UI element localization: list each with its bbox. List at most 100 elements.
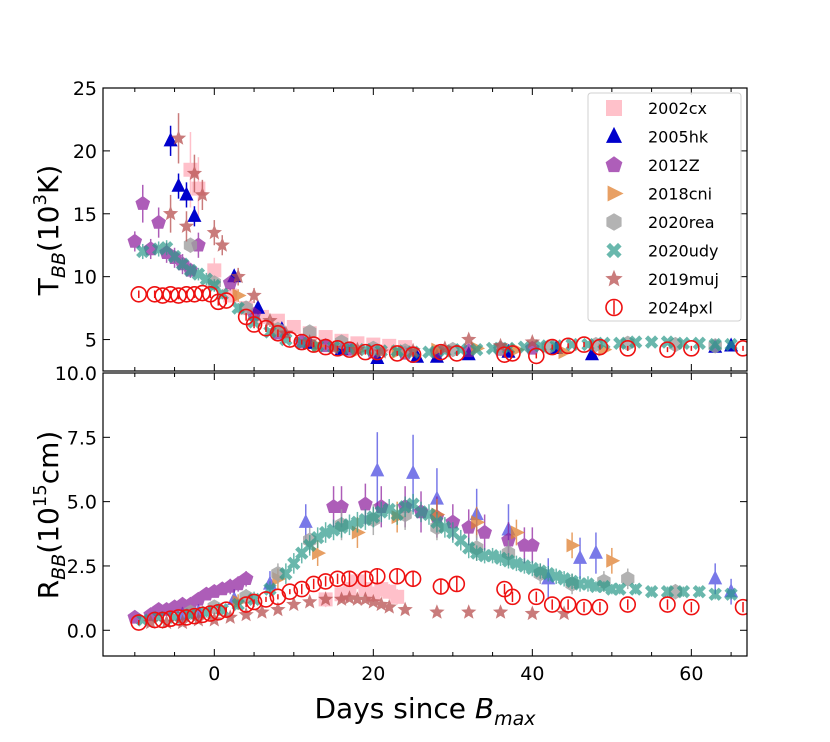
radius-point-2020udy bbox=[525, 561, 539, 576]
radius-series-2019muj bbox=[143, 590, 572, 630]
temperature-point-2024pxl bbox=[217, 292, 235, 309]
radius-point-2019muj bbox=[318, 591, 334, 606]
radius-point-2019muj bbox=[373, 596, 389, 612]
radius-point-2024pxl bbox=[281, 583, 299, 600]
radius-point-2020udy bbox=[414, 505, 428, 519]
temperature-point-2019muj bbox=[186, 165, 203, 180]
temperature-point-2020udy bbox=[517, 340, 532, 354]
legend-marker-2020rea bbox=[606, 213, 622, 231]
temperature-point-2024pxl bbox=[341, 341, 358, 358]
legend-label-2019muj: 2019muj bbox=[648, 270, 719, 289]
radius-point-2020udy bbox=[708, 587, 722, 601]
radius-point-2019muj bbox=[357, 591, 373, 606]
temperature-point-2012Z bbox=[222, 275, 238, 290]
radius-point-2019muj bbox=[190, 611, 207, 627]
radius-point-2024pxl bbox=[388, 567, 406, 585]
temperature-point-2018cni bbox=[431, 342, 446, 357]
temperature-point-2024pxl bbox=[432, 343, 450, 361]
temperature-point-2020udy bbox=[136, 244, 150, 259]
radius-point-2020udy bbox=[509, 556, 524, 571]
radius-point-2024pxl bbox=[317, 573, 334, 590]
temperature-ytick-label: 25 bbox=[73, 78, 97, 100]
temperature-point-2024pxl bbox=[317, 338, 334, 356]
radius-point-2020udy bbox=[358, 512, 373, 527]
temperature-point-2024pxl bbox=[305, 336, 322, 353]
temperature-point-2020udy bbox=[470, 342, 484, 357]
radius-point-2020udy bbox=[660, 585, 675, 599]
temperature-point-2024pxl bbox=[245, 316, 263, 333]
radius-point-2020udy bbox=[493, 551, 508, 565]
radius-ytick-label: 5.0 bbox=[67, 492, 97, 514]
radius-point-2020udy bbox=[318, 525, 333, 540]
temperature-point-2005hk bbox=[179, 186, 194, 201]
temperature-panel: 5 10 15 20 25 TBB(103K) 2002cx 2005hk 2012Z 201… bbox=[30, 78, 748, 372]
radius-point-2019muj bbox=[302, 593, 318, 609]
radius-point-2019muj bbox=[174, 614, 191, 630]
temperature-point-2020udy bbox=[629, 335, 643, 349]
radius-point-2024pxl bbox=[559, 596, 577, 613]
radius-point-2012Z bbox=[525, 537, 540, 552]
radius-xtick-label: 60 bbox=[679, 663, 703, 685]
radius-point-2019muj bbox=[365, 593, 381, 609]
legend-label-2020rea: 2020rea bbox=[648, 213, 715, 232]
temperature-point-2005hk bbox=[187, 207, 202, 222]
radius-point-2005hk bbox=[573, 549, 588, 564]
legend-marker-2005hk bbox=[606, 126, 622, 143]
temperature-point-2005hk bbox=[171, 177, 186, 192]
radius-point-2020udy bbox=[597, 579, 611, 594]
temperature-point-2019muj bbox=[246, 287, 262, 302]
radius-point-2019muj bbox=[349, 591, 366, 606]
temperature-point-2024pxl bbox=[734, 340, 747, 357]
temperature-point-2012Z bbox=[127, 233, 143, 248]
legend-label-2012Z: 2012Z bbox=[648, 156, 700, 175]
temperature-point-2024pxl bbox=[257, 319, 275, 337]
radius-point-2018cni bbox=[471, 515, 486, 530]
temperature-point-2020udy bbox=[692, 336, 706, 350]
radius-point-2024pxl bbox=[683, 598, 700, 616]
radius-point-2019muj bbox=[286, 596, 302, 612]
radius-series-2020udy bbox=[136, 493, 738, 627]
temperature-point-2019muj bbox=[492, 337, 509, 353]
radius-point-2019muj bbox=[429, 604, 445, 619]
temperature-point-2020udy bbox=[644, 335, 659, 349]
radius-point-2024pxl bbox=[543, 596, 561, 613]
legend-marker-2024pxl bbox=[605, 298, 623, 317]
radius-point-2020udy bbox=[549, 569, 563, 583]
temperature-axes-frame bbox=[102, 87, 748, 372]
temperature-point-2024pxl bbox=[388, 345, 406, 362]
radius-point-2020udy bbox=[613, 582, 627, 596]
radius-xtick-label: 20 bbox=[361, 663, 385, 685]
radius-point-2019muj bbox=[556, 605, 572, 621]
radius-point-2024pxl bbox=[448, 575, 466, 593]
radius-point-2019muj bbox=[381, 599, 397, 614]
radius-point-2020udy bbox=[581, 577, 595, 591]
temperature-series-2019muj bbox=[162, 113, 540, 359]
radius-point-2019muj bbox=[143, 614, 159, 630]
legend-marker-2018cni bbox=[607, 185, 624, 202]
radius-point-2019muj bbox=[254, 604, 270, 619]
temperature-point-2002cx bbox=[286, 319, 301, 334]
radius-point-2019muj bbox=[158, 614, 175, 630]
legend: 2002cx 2005hk 2012Z 2018cni 2020rea 2020udy 20… bbox=[587, 92, 742, 322]
radius-point-2020udy bbox=[629, 582, 643, 596]
temperature-point-2020udy bbox=[613, 336, 627, 350]
radius-panel: 0.0 2.5 5.0 7.5 10.0 0 20 40 60 RBB(1015cm) Days… bbox=[30, 363, 748, 730]
temperature-point-2024pxl bbox=[504, 345, 521, 362]
radius-point-2012Z bbox=[238, 571, 254, 585]
temperature-point-2019muj bbox=[178, 218, 195, 233]
radius-series-2002cx bbox=[318, 573, 405, 608]
legend-label-2005hk: 2005hk bbox=[648, 128, 709, 147]
radius-series-2024pxl bbox=[130, 567, 747, 631]
temperature-point-2024pxl bbox=[130, 285, 148, 303]
radius-point-2020udy bbox=[724, 587, 738, 601]
temperature-point-2024pxl bbox=[281, 331, 299, 348]
temperature-point-2019muj bbox=[194, 186, 210, 202]
legend-label-2018cni: 2018cni bbox=[648, 185, 712, 204]
radius-point-2020udy bbox=[565, 574, 579, 589]
temperature-point-2024pxl bbox=[404, 346, 422, 363]
radius-point-2024pxl bbox=[130, 614, 148, 631]
radius-ytick-label: 10.0 bbox=[55, 363, 97, 385]
temperature-point-2020udy bbox=[724, 337, 738, 352]
radius-ytick-label: 7.5 bbox=[67, 427, 97, 449]
